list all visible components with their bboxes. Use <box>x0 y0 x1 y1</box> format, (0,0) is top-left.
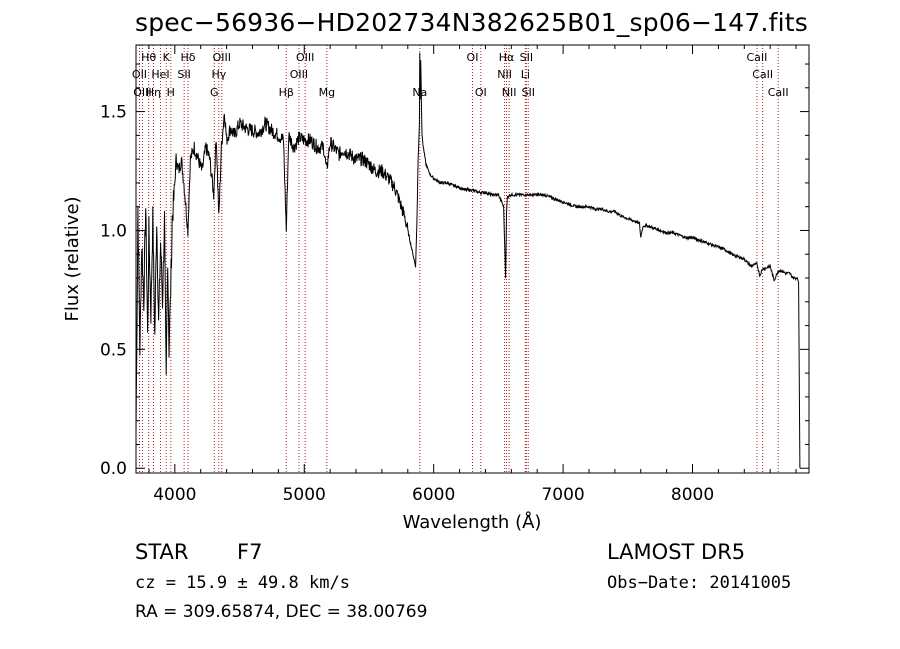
line-label-27: CaII <box>768 86 789 99</box>
line-label-26: SII <box>522 86 535 99</box>
x-tick-label-4: 8000 <box>671 485 714 505</box>
y-tick-label-0: 0.0 <box>100 459 127 479</box>
y-tick-label-2: 1.0 <box>100 221 127 241</box>
object-subclass: F7 <box>237 540 263 564</box>
x-tick-label-2: 6000 <box>412 485 455 505</box>
y-tick-label-1: 0.5 <box>100 340 127 360</box>
obs-date: Obs−Date: 20141005 <box>607 573 792 593</box>
x-tick-label-1: 5000 <box>283 485 326 505</box>
line-label-13: Hγ <box>211 68 226 81</box>
spectrum-line <box>135 52 801 469</box>
line-label-18: OIII <box>133 86 151 99</box>
line-label-7: Hα <box>499 51 515 64</box>
line-markers <box>138 45 779 473</box>
line-label-19: Hη <box>146 86 161 99</box>
line-label-23: Mg <box>319 86 335 99</box>
coordinates: RA = 309.65874, DEC = 38.00769 <box>135 602 428 622</box>
line-label-20: H <box>167 86 175 99</box>
line-label-9: CaII <box>747 51 768 64</box>
object-type: STAR <box>135 540 189 564</box>
line-label-11: HeI <box>151 68 169 81</box>
x-tick-label-3: 7000 <box>541 485 584 505</box>
line-label-8: SII <box>520 51 533 64</box>
line-label-6: OI <box>467 51 479 64</box>
line-label-25: NII <box>502 86 517 99</box>
redshift-readout: cz = 15.9 ± 49.8 km/s <box>135 573 350 593</box>
line-label-22: Hβ <box>279 86 294 99</box>
line-label-1: K <box>163 51 171 64</box>
line-label-12: SII <box>177 68 190 81</box>
line-label-24: OI <box>475 86 487 99</box>
line-label-0: Hθ <box>141 51 156 64</box>
line-label-16: Li <box>521 68 530 81</box>
line-label-10: OII <box>132 68 147 81</box>
x-tick-label-0: 4000 <box>153 485 196 505</box>
line-label-4: OIII <box>296 51 314 64</box>
chart-title: spec−56936−HD202734N382625B01_sp06−147.f… <box>135 8 809 37</box>
plot-frame <box>135 44 810 474</box>
x-ticks: 4000 5000 6000 7000 8000 <box>148 45 797 505</box>
line-label-14: OIII <box>290 68 308 81</box>
survey-name: LAMOST DR5 <box>607 540 746 564</box>
y-tick-label-3: 1.5 <box>100 103 127 123</box>
y-axis-label: Flux (relative) <box>62 196 83 321</box>
line-label-3: OIII <box>213 51 231 64</box>
line-label-21: G <box>210 86 219 99</box>
line-label-15: NII <box>497 68 512 81</box>
y-ticks: 0.0 0.5 1.0 1.5 <box>100 63 809 479</box>
line-label-17: CaII <box>752 68 773 81</box>
line-label-2: Hδ <box>181 51 196 64</box>
x-axis-label: Wavelength (Å) <box>403 511 542 533</box>
